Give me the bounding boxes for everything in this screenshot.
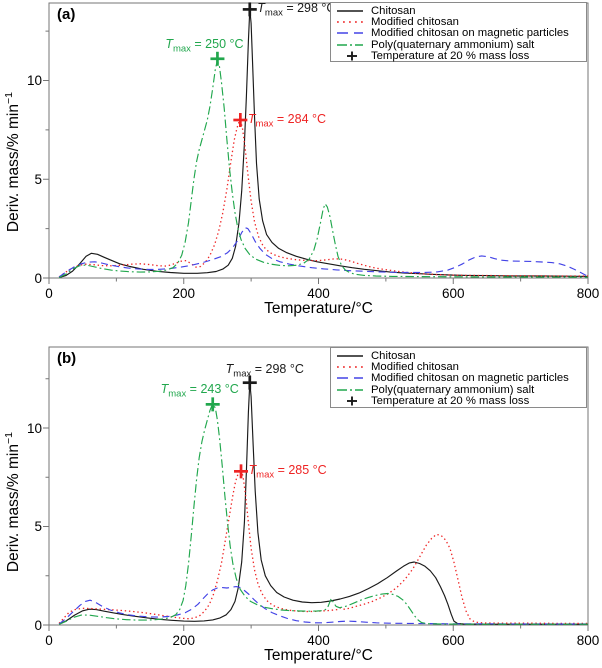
series-curve-dashed (58, 227, 589, 278)
tmax-annotation: Tmax = 298 °C (225, 361, 304, 380)
x-tick-label: 400 (307, 285, 330, 301)
y-axis-title-text: Deriv. mass/% min (5, 444, 23, 573)
legend-line-swatch-dashed (337, 377, 363, 380)
legend-line-swatch-dotted (337, 366, 363, 368)
y-tick-label: 0 (34, 617, 42, 633)
panel-a-legend: Chitosan Modified chitosan Modified chitos… (330, 2, 587, 62)
legend-entry: Chitosan (335, 349, 586, 362)
legend-entry-label: Temperature at 20 % mass loss (371, 395, 530, 408)
legend-entry: Modified chitosan (335, 361, 586, 374)
panel-a-label: (a) (57, 6, 76, 23)
legend-entry: Chitosan (335, 4, 586, 17)
y-tick-label: 10 (26, 420, 42, 436)
plus-marker-icon (347, 396, 357, 406)
x-tick-label: 200 (172, 632, 196, 648)
legend-line-swatch-dotted (337, 21, 363, 23)
panel-b-legend: Chitosan Modified chitosan Modified chitos… (330, 347, 587, 408)
y-tick-label: 5 (34, 519, 42, 534)
panel-b-x-axis-title: Temperature/°C (264, 647, 373, 664)
y-tick-label: 10 (26, 73, 42, 88)
panel-a-x-axis-title: Temperature/°C (264, 300, 373, 317)
legend-entry-label: Modified chitosan on magnetic particles (371, 27, 569, 40)
legend-line-swatch-solid (337, 9, 363, 12)
legend-entry: Temperature at 20 % mass loss (335, 50, 586, 63)
x-tick-label: 800 (576, 632, 600, 648)
panel-b-label: (b) (57, 350, 77, 367)
legend-entry: Poly(quaternary ammonium) salt (335, 38, 586, 51)
legend-line-swatch-solid (337, 354, 363, 357)
legend-entry-label: Modified chitosan (371, 16, 459, 29)
legend-entry-label: Poly(quaternary ammonium) salt (371, 383, 535, 396)
legend-line-swatch-dashdot (337, 389, 363, 391)
legend-line-swatch-dashed (337, 32, 363, 35)
x-tick-label: 600 (441, 632, 465, 648)
legend-entry-label: Modified chitosan on magnetic particles (371, 372, 569, 385)
y-tick-label: 5 (34, 171, 42, 187)
legend-entry: Modified chitosan (335, 16, 586, 29)
y-axis-title-exponent: −1 (2, 92, 15, 105)
x-tick-label: 800 (576, 285, 600, 301)
x-tick-label: 400 (307, 632, 330, 648)
tmax-annotation: Tmax = 250 °C (165, 36, 244, 55)
legend-line-swatch-dashdot (337, 44, 363, 46)
legend-entry-label: Temperature at 20 % mass loss (371, 50, 530, 63)
tmax-annotation: Tmax = 298 °C (257, 1, 336, 19)
tmax-annotation: Tmax = 243 °C (160, 382, 239, 400)
legend-entry: Temperature at 20 % mass loss (335, 395, 586, 408)
tmax-annotation: Tmax = 284 °C (247, 112, 327, 130)
y-axis-title-text: Deriv. mass/% min (5, 104, 23, 233)
x-tick-label: 0 (45, 285, 53, 301)
x-tick-label: 0 (45, 632, 53, 648)
y-tick-label: 0 (34, 270, 42, 286)
legend-entry: Modified chitosan on magnetic particles (335, 27, 586, 40)
series-curve-dashdot (58, 60, 589, 279)
legend-entry: Modified chitosan on magnetic particles (335, 372, 586, 385)
legend-entry-label: Modified chitosan (371, 361, 459, 374)
plus-marker-icon (347, 51, 357, 61)
legend-entry-label: Chitosan (371, 4, 416, 17)
legend-entry-label: Chitosan (371, 349, 416, 362)
legend-entry: Poly(quaternary ammonium) salt (335, 383, 586, 396)
series-curve-dashdot (58, 403, 588, 625)
series-curve-dashed (58, 586, 588, 625)
legend-entry-label: Poly(quaternary ammonium) salt (371, 38, 535, 51)
x-tick-label: 200 (172, 285, 196, 301)
tmax-annotation: Tmax = 285 °C (248, 463, 327, 481)
x-tick-label: 600 (441, 285, 465, 301)
